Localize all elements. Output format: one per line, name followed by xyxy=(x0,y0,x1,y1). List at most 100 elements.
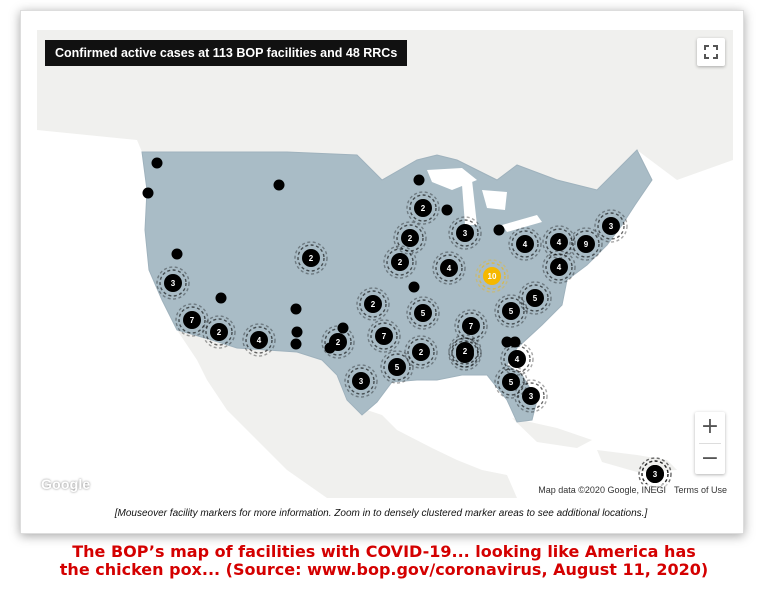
cluster-body[interactable] xyxy=(440,259,458,277)
facility-marker[interactable] xyxy=(509,336,521,348)
cluster-marker[interactable]: 3 xyxy=(344,364,378,398)
cluster-marker[interactable]: 9 xyxy=(569,227,603,261)
cluster-marker[interactable]: 5 xyxy=(380,350,414,384)
cluster-marker[interactable]: 5 xyxy=(518,281,552,315)
facility-dot[interactable] xyxy=(290,303,302,315)
cluster-body[interactable] xyxy=(508,350,526,368)
facility-dot[interactable] xyxy=(501,336,513,348)
facility-dot[interactable] xyxy=(290,338,302,350)
cluster-marker[interactable]: 2 xyxy=(383,245,417,279)
cluster-body[interactable] xyxy=(412,343,430,361)
map-canvas[interactable]: 2232449323241042557572472252345353 xyxy=(37,30,733,498)
facility-dot[interactable] xyxy=(408,281,420,293)
cluster-body[interactable] xyxy=(516,235,534,253)
facility-dot[interactable] xyxy=(493,224,505,236)
cluster-body[interactable] xyxy=(250,331,268,349)
cluster-body[interactable] xyxy=(183,311,201,329)
facility-marker[interactable] xyxy=(290,338,302,350)
terms-of-use-link[interactable]: Terms of Use xyxy=(673,485,727,495)
cluster-marker[interactable]: 4 xyxy=(242,323,276,357)
cluster-marker[interactable]: 3 xyxy=(156,266,190,300)
cluster-body[interactable] xyxy=(401,229,419,247)
cluster-body[interactable] xyxy=(577,235,595,253)
facility-dot[interactable] xyxy=(142,187,154,199)
facility-marker[interactable] xyxy=(291,326,303,338)
cluster-halo xyxy=(432,251,466,285)
zoom-out-button[interactable]: − xyxy=(700,446,720,471)
cluster-body[interactable] xyxy=(502,373,520,391)
cluster-body[interactable] xyxy=(414,304,432,322)
cluster-marker[interactable]: 2 xyxy=(404,335,438,369)
cluster-marker[interactable]: 2 xyxy=(294,241,328,275)
facility-dot[interactable] xyxy=(291,326,303,338)
cluster-body[interactable] xyxy=(550,233,568,251)
facility-marker[interactable] xyxy=(142,187,154,199)
cluster-body[interactable] xyxy=(414,199,432,217)
cluster-body[interactable] xyxy=(526,289,544,307)
facility-marker[interactable] xyxy=(151,157,163,169)
cluster-body[interactable] xyxy=(483,267,501,285)
cluster-body[interactable] xyxy=(352,372,370,390)
cluster-body[interactable] xyxy=(364,295,382,313)
cluster-marker[interactable]: 3 xyxy=(514,379,548,413)
cluster-marker[interactable]: 7 xyxy=(454,309,488,343)
cluster-body[interactable] xyxy=(164,274,182,292)
facility-map[interactable]: 2232449323241042557572472252345353 Confi… xyxy=(37,30,733,498)
cluster-marker[interactable]: 4 xyxy=(508,227,542,261)
cluster-body[interactable] xyxy=(502,302,520,320)
cluster-body[interactable] xyxy=(550,258,568,276)
cluster-body[interactable] xyxy=(646,465,664,483)
cluster-body[interactable] xyxy=(388,358,406,376)
cluster-marker[interactable]: 7 xyxy=(175,303,209,337)
facility-marker[interactable] xyxy=(493,224,505,236)
facility-marker[interactable] xyxy=(273,179,285,191)
highlighted-cluster-marker[interactable]: 10 xyxy=(475,259,509,293)
facility-dot[interactable] xyxy=(441,204,453,216)
cluster-body[interactable] xyxy=(391,253,409,271)
facility-marker[interactable] xyxy=(413,174,425,186)
cluster-marker[interactable]: 5 xyxy=(494,294,528,328)
cluster-halo xyxy=(367,319,401,353)
cluster-marker[interactable]: 2 xyxy=(202,315,236,349)
cluster-marker[interactable]: 5 xyxy=(406,296,440,330)
cluster-body[interactable] xyxy=(602,217,620,235)
cluster-halo xyxy=(386,248,414,276)
cluster-marker[interactable]: 5 xyxy=(494,365,528,399)
facility-marker[interactable] xyxy=(215,292,227,304)
facility-dot[interactable] xyxy=(273,179,285,191)
facility-dot[interactable] xyxy=(151,157,163,169)
cluster-marker[interactable]: 3 xyxy=(594,209,628,243)
cluster-halo xyxy=(347,367,375,395)
cluster-body[interactable] xyxy=(302,249,320,267)
cluster-count: 5 xyxy=(421,309,426,318)
cluster-marker[interactable]: 4 xyxy=(542,250,576,284)
cluster-marker[interactable]: 3 xyxy=(448,216,482,250)
cluster-marker[interactable]: 2 xyxy=(321,325,355,359)
cluster-body[interactable] xyxy=(210,323,228,341)
facility-marker[interactable] xyxy=(501,336,513,348)
cluster-marker[interactable]: 7 xyxy=(367,319,401,353)
facility-dot[interactable] xyxy=(413,174,425,186)
cluster-marker[interactable]: 2 xyxy=(356,287,390,321)
cluster-marker[interactable]: 2 xyxy=(448,334,482,368)
cluster-marker[interactable]: 4 xyxy=(432,251,466,285)
cluster-body[interactable] xyxy=(329,333,347,351)
cluster-marker[interactable]: 2 xyxy=(406,191,440,225)
facility-dot[interactable] xyxy=(171,248,183,260)
facility-dot[interactable] xyxy=(215,292,227,304)
cluster-marker[interactable]: 4 xyxy=(542,225,576,259)
fullscreen-button[interactable] xyxy=(697,38,725,66)
cluster-body[interactable] xyxy=(456,224,474,242)
cluster-halo xyxy=(508,227,542,261)
facility-marker[interactable] xyxy=(171,248,183,260)
cluster-body[interactable] xyxy=(522,387,540,405)
zoom-in-button[interactable]: + xyxy=(700,414,720,439)
facility-marker[interactable] xyxy=(441,204,453,216)
cluster-marker[interactable]: 4 xyxy=(500,342,534,376)
cluster-body[interactable] xyxy=(462,317,480,335)
facility-marker[interactable] xyxy=(408,281,420,293)
cluster-body[interactable] xyxy=(375,327,393,345)
facility-marker[interactable] xyxy=(290,303,302,315)
cluster-body[interactable] xyxy=(456,342,474,360)
facility-dot[interactable] xyxy=(509,336,521,348)
